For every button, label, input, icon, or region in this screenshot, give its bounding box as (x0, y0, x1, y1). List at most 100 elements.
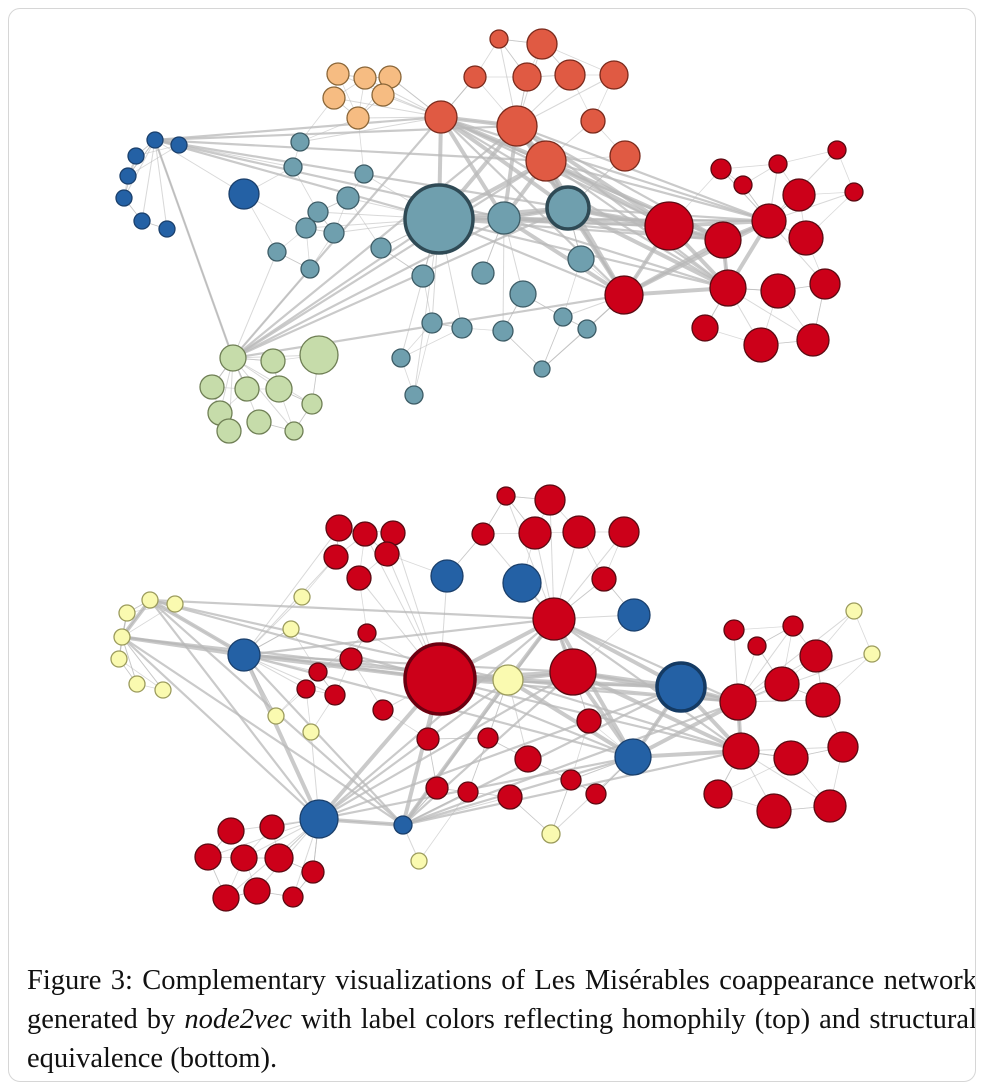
top-hub-edge (503, 216, 729, 290)
bottom-node-yellow (492, 664, 524, 696)
bottom-node-yellow (118, 604, 136, 622)
top-edge (154, 139, 168, 230)
top-node-teal (403, 183, 475, 255)
bottom-node-red (703, 779, 733, 809)
bottom-node-red (282, 886, 304, 908)
bottom-node-red (325, 514, 353, 542)
top-node-teal (391, 348, 411, 368)
top-edge (232, 357, 295, 432)
top-node-red (768, 154, 788, 174)
top-node-teal (451, 317, 473, 339)
top-node-teal (370, 237, 392, 259)
bottom-node-red (301, 860, 325, 884)
bottom-hub-edge (148, 598, 246, 657)
top-node-blue (158, 220, 176, 238)
top-node-blue (133, 212, 151, 230)
top-node-red (644, 201, 694, 251)
bottom-hub-edge (149, 598, 555, 621)
bottom-node-red (722, 732, 760, 770)
top-node-teal (492, 320, 514, 342)
top-node-green (260, 348, 286, 374)
bottom-node-red (374, 541, 400, 567)
bottom-node-red (534, 484, 566, 516)
bottom-node-blue (430, 559, 464, 593)
top-node-salmon (489, 29, 509, 49)
bottom-edge (737, 610, 855, 703)
bottom-node-yellow (128, 675, 146, 693)
bottom-node-yellow (110, 650, 128, 668)
top-node-red (827, 140, 847, 160)
top-node-teal (354, 164, 374, 184)
bottom-edge (418, 791, 469, 862)
bottom-node-red (477, 727, 499, 749)
bottom-edge (737, 653, 873, 703)
bottom-node-yellow (141, 591, 159, 609)
bottom-edge (121, 636, 164, 691)
bottom-node-red (425, 776, 449, 800)
top-node-orange (353, 66, 377, 90)
bottom-hub-edge (149, 598, 441, 681)
top-node-teal (336, 186, 360, 210)
top-hub-edge (544, 159, 626, 297)
bottom-node-red (457, 781, 479, 803)
network-visualizations (110, 28, 881, 912)
bottom-node-red (217, 817, 245, 845)
bottom-node-red (813, 789, 847, 823)
top-node-green (219, 344, 247, 372)
bottom-node-red (264, 843, 294, 873)
bottom-node-red (372, 699, 394, 721)
bottom-node-red (403, 642, 477, 716)
top-node-orange (346, 106, 370, 130)
bottom-node-yellow (154, 681, 172, 699)
top-hub-edge (153, 139, 235, 359)
bottom-node-blue (227, 638, 261, 672)
bottom-node-red (782, 615, 804, 637)
top-edge (333, 97, 442, 118)
bottom-node-red (585, 783, 607, 805)
top-edge (299, 116, 442, 143)
top-node-teal (577, 319, 597, 339)
bottom-node-red (308, 662, 328, 682)
top-node-teal (307, 201, 329, 223)
bottom-node-blue (299, 799, 339, 839)
top-hub-edge (440, 116, 625, 296)
top-node-blue (170, 136, 188, 154)
top-hub-edge (545, 160, 729, 289)
top-node-green (234, 376, 260, 402)
top-node-red (788, 220, 824, 256)
bottom-hub-edge (318, 685, 682, 821)
top-node-red (751, 203, 787, 239)
top-node-teal (487, 201, 521, 235)
figure-caption: Figure 3: Complementary visualizations o… (27, 961, 975, 1078)
top-node-teal (290, 132, 310, 152)
top-edge (154, 139, 245, 195)
top-hub-edge (516, 124, 770, 223)
bottom-node-red (608, 516, 640, 548)
bottom-node-red (339, 647, 363, 671)
top-node-red (743, 327, 779, 363)
top-node-teal (567, 245, 595, 273)
top-edge (232, 251, 278, 359)
bottom-node-red (719, 683, 757, 721)
top-node-orange (326, 62, 350, 86)
bottom-node-red (514, 745, 542, 773)
bottom-hub-edge (402, 686, 682, 826)
bottom-node-red (352, 521, 378, 547)
top-hub-edge (154, 115, 442, 142)
top-node-salmon (580, 108, 606, 134)
bottom-node-yellow (166, 595, 184, 613)
bottom-node-red (576, 708, 602, 734)
bottom-node-red (827, 731, 859, 763)
bottom-node-blue (617, 598, 651, 632)
top-edge (541, 328, 588, 370)
top-node-teal (295, 217, 317, 239)
top-node-red (710, 158, 732, 180)
bottom-node-red (756, 793, 792, 829)
bottom-node-red (562, 515, 596, 549)
top-node-orange (371, 83, 395, 107)
top-node-green (299, 335, 339, 375)
top-node-red (691, 314, 719, 342)
top-hub-edge (232, 206, 569, 360)
bottom-edge (275, 671, 319, 717)
top-hub-edge (154, 138, 547, 163)
